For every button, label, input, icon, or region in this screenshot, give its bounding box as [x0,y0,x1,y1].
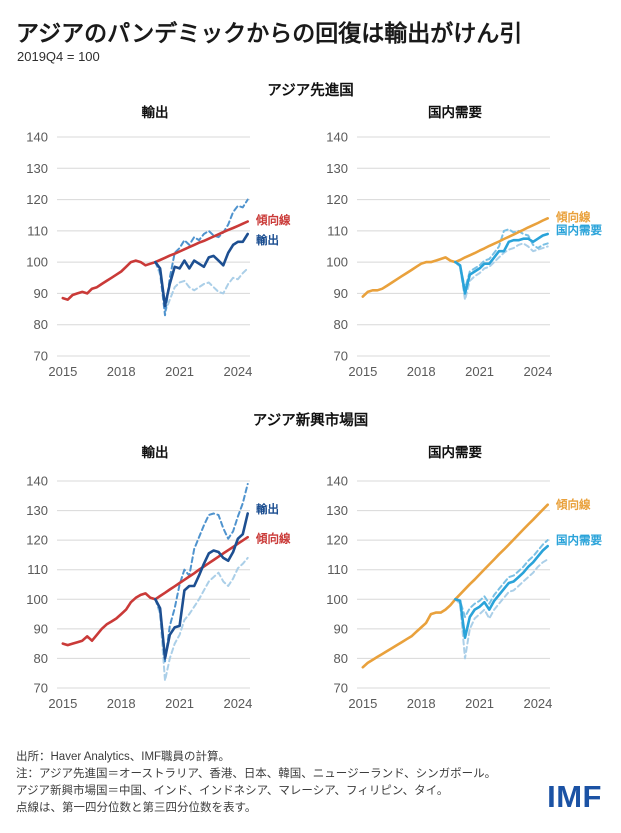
series-line-第一四分位数 [154,556,249,682]
y-tick-label: 90 [34,286,48,301]
group-title-advanced-asia: アジア先進国 [267,83,354,99]
series-line-国内需要 [454,544,549,639]
y-tick-label: 90 [334,286,348,301]
y-tick-label: 80 [334,317,348,332]
y-tick-label: 120 [326,533,348,548]
y-tick-label: 100 [26,592,48,607]
series-label-国内需要: 国内需要 [556,533,602,547]
x-tick-label: 2024 [523,364,552,379]
x-tick-label: 2015 [348,364,377,379]
x-tick-label: 2024 [223,696,252,711]
y-tick-label: 140 [326,474,348,489]
series-label-傾向線: 傾向線 [555,210,591,224]
x-tick-label: 2024 [223,364,252,379]
y-tick-label: 110 [327,562,348,577]
y-tick-label: 130 [326,161,348,176]
series-line-第一四分位数 [154,261,249,314]
y-tick-label: 70 [34,681,48,696]
x-tick-label: 2018 [407,696,436,711]
y-tick-label: 110 [27,223,48,238]
series-label-傾向線: 傾向線 [255,213,291,227]
y-tick-label: 140 [26,130,48,145]
y-tick-label: 90 [34,621,48,636]
source-note: 出所：Haver Analytics、IMF職員の計算。 [16,751,231,763]
y-tick-label: 100 [26,255,48,270]
chart-title-emerging-exports: 輸出 [141,445,169,460]
y-tick-label: 100 [326,255,348,270]
series-line-輸出 [154,512,249,660]
y-tick-label: 130 [26,161,48,176]
y-tick-label: 140 [26,474,48,489]
note-emerging-asia: アジア新興市場国＝中国、インド、インドネシア、マレーシア、フィリピン、タイ。 [16,785,449,797]
series-label-傾向線: 傾向線 [255,532,291,546]
note-advanced-asia: 注：アジア先進国＝オーストラリア、香港、日本、韓国、ニュージーランド、シンガポー… [16,768,497,780]
x-tick-label: 2024 [523,696,552,711]
imf-logo: IMF [547,779,602,814]
chart-title-advanced-exports: 輸出 [141,105,169,120]
series-line-第三四分位数 [454,228,549,290]
y-tick-label: 90 [334,621,348,636]
y-tick-label: 120 [26,192,48,207]
chart-advanced-exports: 140 130 120 110 100 90 80 70 2015 2018 2021 2024 傾向線… [0,127,310,398]
y-tick-label: 140 [326,130,348,145]
y-tick-label: 120 [26,533,48,548]
chart-emerging-domestic-demand: 140 130 120 110 100 90 80 70 2015 2018 2021 2024 傾向線… [300,471,610,730]
y-tick-label: 70 [34,349,48,364]
series-line-傾向線 [361,503,549,669]
series-label-輸出: 輸出 [256,233,279,247]
y-tick-label: 120 [326,192,348,207]
series-line-第三四分位数 [154,198,249,317]
series-label-国内需要: 国内需要 [556,223,602,237]
x-tick-label: 2015 [48,696,77,711]
chart-emerging-exports: 140 130 120 110 100 90 80 70 2015 2018 2021 2024 傾向線… [0,471,310,730]
note-quartiles: 点線は、第一四分位数と第三四分位数を表す。 [16,802,257,814]
y-tick-label: 70 [334,681,348,696]
y-tick-label: 80 [334,651,348,666]
x-tick-label: 2021 [165,364,194,379]
y-tick-label: 130 [26,503,48,518]
series-line-傾向線 [361,217,549,298]
x-tick-label: 2021 [465,696,494,711]
series-line-第三四分位数 [454,539,549,618]
x-tick-label: 2018 [107,364,136,379]
chart-title-advanced-domestic-demand: 国内需要 [428,105,482,120]
y-tick-label: 110 [27,562,48,577]
figure-title: アジアのパンデミックからの回復は輸出がけん引 [16,20,523,46]
x-tick-label: 2018 [107,696,136,711]
x-tick-label: 2018 [407,364,436,379]
series-line-第一四分位数 [454,242,549,301]
series-line-第三四分位数 [154,483,249,663]
series-label-輸出: 輸出 [256,502,279,516]
chart-advanced-domestic-demand: 140 130 120 110 100 90 80 70 2015 2018 2021 2024 傾向線… [300,127,610,398]
y-tick-label: 100 [326,592,348,607]
group-title-emerging-asia: アジア新興市場国 [252,413,369,429]
y-tick-label: 130 [326,503,348,518]
y-tick-label: 110 [327,223,348,238]
series-label-傾向線: 傾向線 [555,498,591,512]
x-tick-label: 2021 [465,364,494,379]
x-tick-label: 2015 [48,364,77,379]
series-line-国内需要 [454,232,549,295]
x-tick-label: 2021 [165,696,194,711]
series-line-第一四分位数 [454,558,549,660]
y-tick-label: 80 [34,651,48,666]
y-tick-label: 80 [34,317,48,332]
footnotes: 出所：Haver Analytics、IMF職員の計算。 注：アジア先進国＝オー… [16,749,496,817]
figure-subtitle: 2019Q4 = 100 [17,49,100,64]
x-tick-label: 2015 [348,696,377,711]
y-tick-label: 70 [334,349,348,364]
series-line-輸出 [154,232,249,308]
chart-title-emerging-domestic-demand: 国内需要 [428,445,482,460]
